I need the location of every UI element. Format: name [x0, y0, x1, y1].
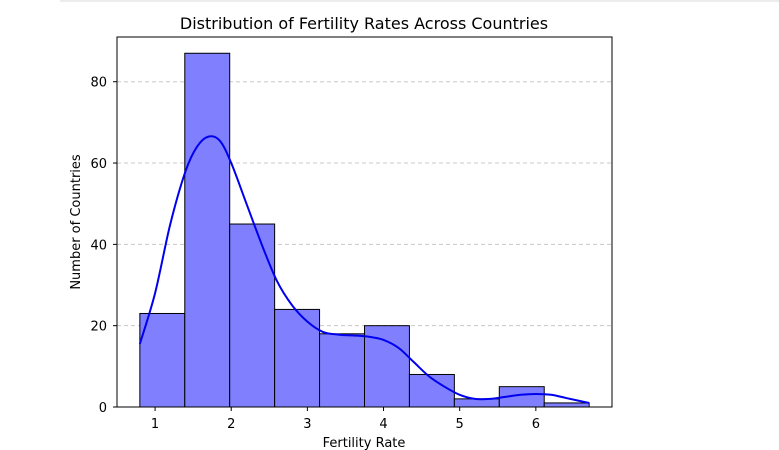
histogram-bar [274, 308, 321, 408]
x-tick-label: 2 [227, 417, 235, 432]
histogram-bar [229, 223, 276, 408]
histogram-bar [184, 52, 231, 408]
y-tick-label: 40 [90, 238, 107, 253]
y-tick-label: 80 [90, 76, 107, 91]
y-tick-label: 0 [99, 401, 107, 416]
histogram-bars [139, 52, 590, 408]
top-divider [60, 0, 779, 2]
histogram-bar [364, 325, 410, 408]
histogram-bar [453, 398, 500, 408]
x-tick-label: 6 [532, 417, 540, 432]
y-axis-label: Number of Countries [69, 154, 84, 290]
y-tick-label: 20 [90, 320, 107, 335]
x-tick-label: 5 [456, 417, 464, 432]
kde-curve [138, 135, 590, 404]
x-tick-label: 3 [303, 417, 311, 432]
y-tick-label: 60 [90, 157, 107, 172]
x-axis-label: Fertility Rate [323, 436, 406, 450]
x-tick-label: 1 [151, 417, 159, 432]
x-axis-ticks: 1 2 3 4 5 6 [151, 407, 540, 432]
x-tick-label: 4 [379, 417, 387, 432]
histogram-bar [139, 312, 186, 408]
y-axis-ticks: 0 20 40 60 80 [90, 76, 117, 416]
histogram-bar [543, 402, 590, 408]
histogram-bar [319, 333, 366, 408]
chart-title: Distribution of Fertility Rates Across C… [180, 14, 548, 33]
plot-frame [116, 36, 613, 408]
